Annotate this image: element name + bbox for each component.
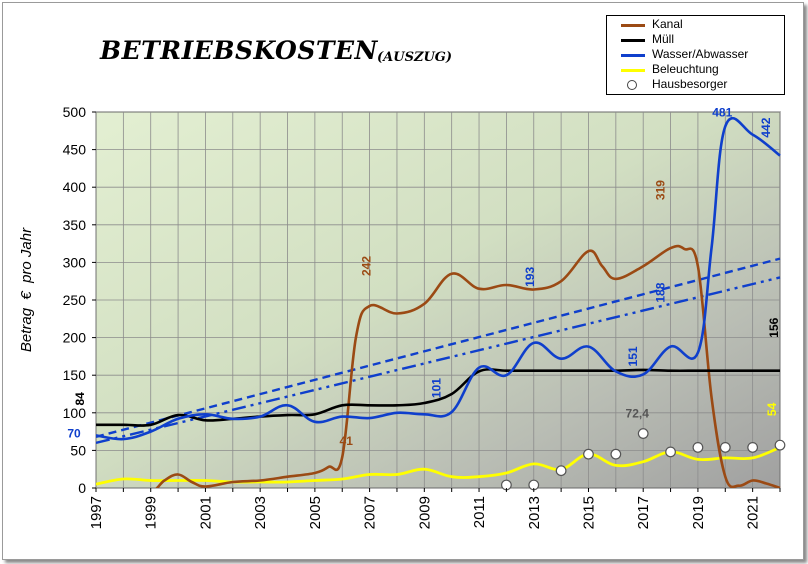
- legend-item-muell: Müll: [607, 32, 784, 47]
- x-tick-label: 2013: [526, 496, 543, 529]
- legend-swatch-wasser: [621, 54, 645, 57]
- legend-label-muell: Müll: [652, 32, 675, 46]
- data-label: 70: [67, 426, 81, 440]
- hausbesorger-point: [555, 465, 567, 477]
- data-label: 442: [759, 117, 773, 137]
- x-tick-label: 2017: [635, 496, 652, 529]
- legend: Kanal Müll Wasser/Abwasser Beleuchtung H…: [606, 15, 785, 95]
- data-label: 72,4: [626, 407, 650, 421]
- legend-swatch-beleuchtung: [621, 69, 645, 72]
- y-tick-label: 300: [63, 254, 87, 270]
- data-label: 319: [654, 180, 668, 200]
- legend-label-hausbesorger: Hausbesorger: [652, 77, 728, 91]
- legend-item-wasser: Wasser/Abwasser: [607, 47, 784, 62]
- data-label: 54: [765, 402, 779, 416]
- data-labels: 84 70 41 242 101 193 151 72,4 188 319 481 442 156 54: [67, 105, 781, 448]
- chart-subtitle: (AUSZUG): [377, 50, 453, 65]
- axis-ticks: 0 50 100 150 200 250 300 350 400 450 500 1997 1999 20…: [63, 104, 781, 529]
- chart-title: BETRIEBSKOSTEN: [100, 36, 378, 65]
- data-label: 242: [360, 256, 374, 276]
- y-tick-label: 450: [63, 142, 87, 158]
- y-tick-label: 0: [78, 480, 86, 496]
- y-tick-label: 400: [63, 179, 87, 195]
- data-label: 151: [626, 346, 640, 366]
- x-tick-label: 2011: [471, 496, 488, 528]
- data-label: 193: [523, 267, 537, 287]
- legend-label-beleuchtung: Beleuchtung: [652, 62, 719, 76]
- y-tick-label: 500: [63, 104, 87, 120]
- x-tick-label: 2005: [307, 496, 324, 529]
- grid-lines: [95, 111, 781, 489]
- data-label: 481: [712, 105, 732, 119]
- series-line-m-ll: [96, 368, 780, 427]
- data-label: 188: [654, 282, 668, 302]
- legend-marker-hausbesorger: [627, 80, 637, 90]
- data-label: 41: [340, 434, 354, 448]
- scatter-layer: [501, 428, 786, 491]
- x-tick-label: 1999: [143, 496, 160, 529]
- series-layer: [96, 116, 781, 488]
- hausbesorger-point: [774, 439, 786, 451]
- y-tick-label: 350: [63, 217, 87, 233]
- x-tick-label: 2015: [580, 496, 597, 529]
- hausbesorger-point: [665, 446, 676, 458]
- x-tick-label: 2001: [197, 496, 214, 529]
- legend-item-kanal: Kanal: [607, 17, 784, 32]
- legend-label-kanal: Kanal: [652, 17, 683, 31]
- x-tick-label: 2003: [252, 496, 269, 529]
- y-tick-label: 50: [70, 442, 86, 458]
- data-label: 101: [430, 378, 444, 398]
- hausbesorger-point: [583, 448, 594, 460]
- hausbesorger-point: [692, 441, 704, 453]
- x-tick-label: 2009: [416, 496, 433, 529]
- x-tick-label: 2021: [745, 496, 762, 529]
- series-line-wasser-abwasser: [96, 116, 781, 441]
- hausbesorger-point: [637, 428, 649, 439]
- data-label: 156: [767, 317, 781, 337]
- legend-swatch-kanal: [621, 24, 645, 27]
- x-tick-label: 2007: [362, 496, 379, 529]
- y-tick-label: 150: [63, 367, 87, 383]
- legend-item-hausbesorger: Hausbesorger: [607, 77, 784, 92]
- hausbesorger-point: [719, 441, 731, 453]
- y-tick-label: 200: [63, 330, 87, 346]
- y-tick-label: 250: [63, 292, 87, 308]
- data-label: 84: [73, 392, 87, 406]
- y-axis-label: Betrag € pro Jahr: [18, 227, 35, 353]
- hausbesorger-point: [747, 441, 759, 453]
- hausbesorger-point: [610, 448, 622, 460]
- legend-item-beleuchtung: Beleuchtung: [607, 62, 784, 77]
- x-tick-label: 1997: [88, 496, 105, 529]
- x-tick-label: 2019: [690, 496, 707, 529]
- trendline-dash: [96, 257, 781, 439]
- y-tick-label: 100: [63, 405, 87, 421]
- legend-swatch-muell: [621, 39, 645, 42]
- legend-label-wasser: Wasser/Abwasser: [652, 47, 749, 61]
